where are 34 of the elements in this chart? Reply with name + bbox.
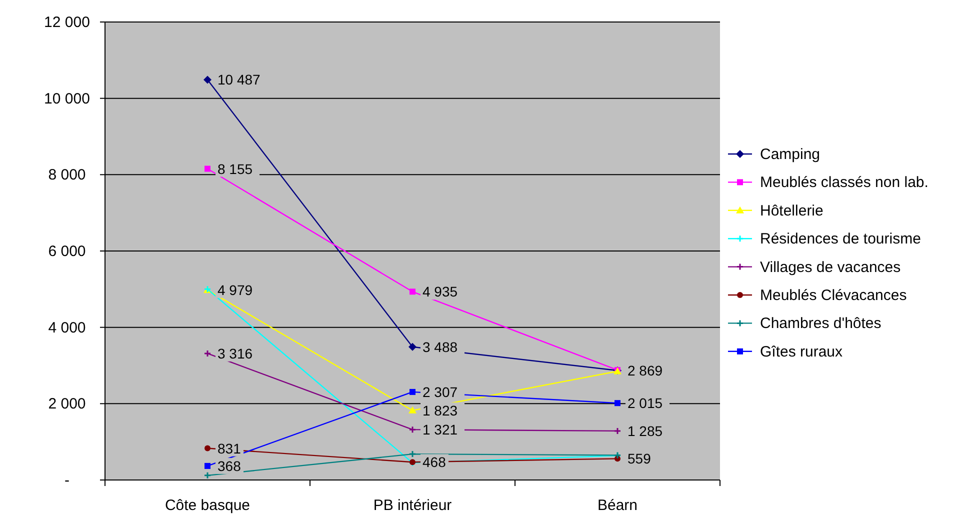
- data-label: 2 869: [628, 362, 663, 378]
- x-tick-label: Côte basque: [164, 497, 250, 514]
- data-label: 1 285: [628, 422, 663, 439]
- data-label: 1 823: [422, 402, 458, 418]
- data-label: 3 316: [218, 345, 253, 362]
- legend-label: Hôtellerie: [760, 202, 824, 220]
- data-label: 368: [218, 458, 242, 474]
- x-tick-label: PB intérieur: [373, 497, 452, 514]
- data-label: 4 935: [422, 284, 458, 300]
- y-tick-label: 2 000: [48, 396, 86, 413]
- data-label: 559: [628, 450, 652, 467]
- legend-label: Villages de vacances: [760, 258, 901, 276]
- y-tick-label: 10 000: [44, 90, 90, 108]
- data-label: 8 155: [218, 160, 253, 177]
- data-label: 10 487: [218, 72, 261, 88]
- data-label: 3 488: [422, 338, 458, 355]
- legend-label: Chambres d'hôtes: [760, 315, 882, 332]
- data-label: 2 015: [628, 395, 663, 412]
- legend-label: Meublés Clévacances: [760, 287, 907, 304]
- data-label: 468: [422, 454, 446, 470]
- y-tick-label: 8 000: [48, 166, 86, 184]
- legend-label: Gîtes ruraux: [760, 343, 844, 360]
- y-tick-label: 6 000: [48, 243, 86, 260]
- legend-label: Camping: [760, 146, 820, 163]
- y-tick-label: 12 000: [44, 14, 90, 31]
- data-label: 2 307: [422, 384, 458, 400]
- x-tick-label: Béarn: [597, 497, 638, 514]
- data-label: 4 979: [218, 282, 253, 298]
- data-label: 1 321: [422, 422, 458, 438]
- data-label: 831: [218, 440, 242, 456]
- legend-label: Meublés classés non lab.: [760, 174, 928, 192]
- y-tick-label: -: [64, 472, 70, 489]
- legend-label: Résidences de tourisme: [760, 230, 921, 248]
- y-tick-label: 4 000: [48, 319, 86, 336]
